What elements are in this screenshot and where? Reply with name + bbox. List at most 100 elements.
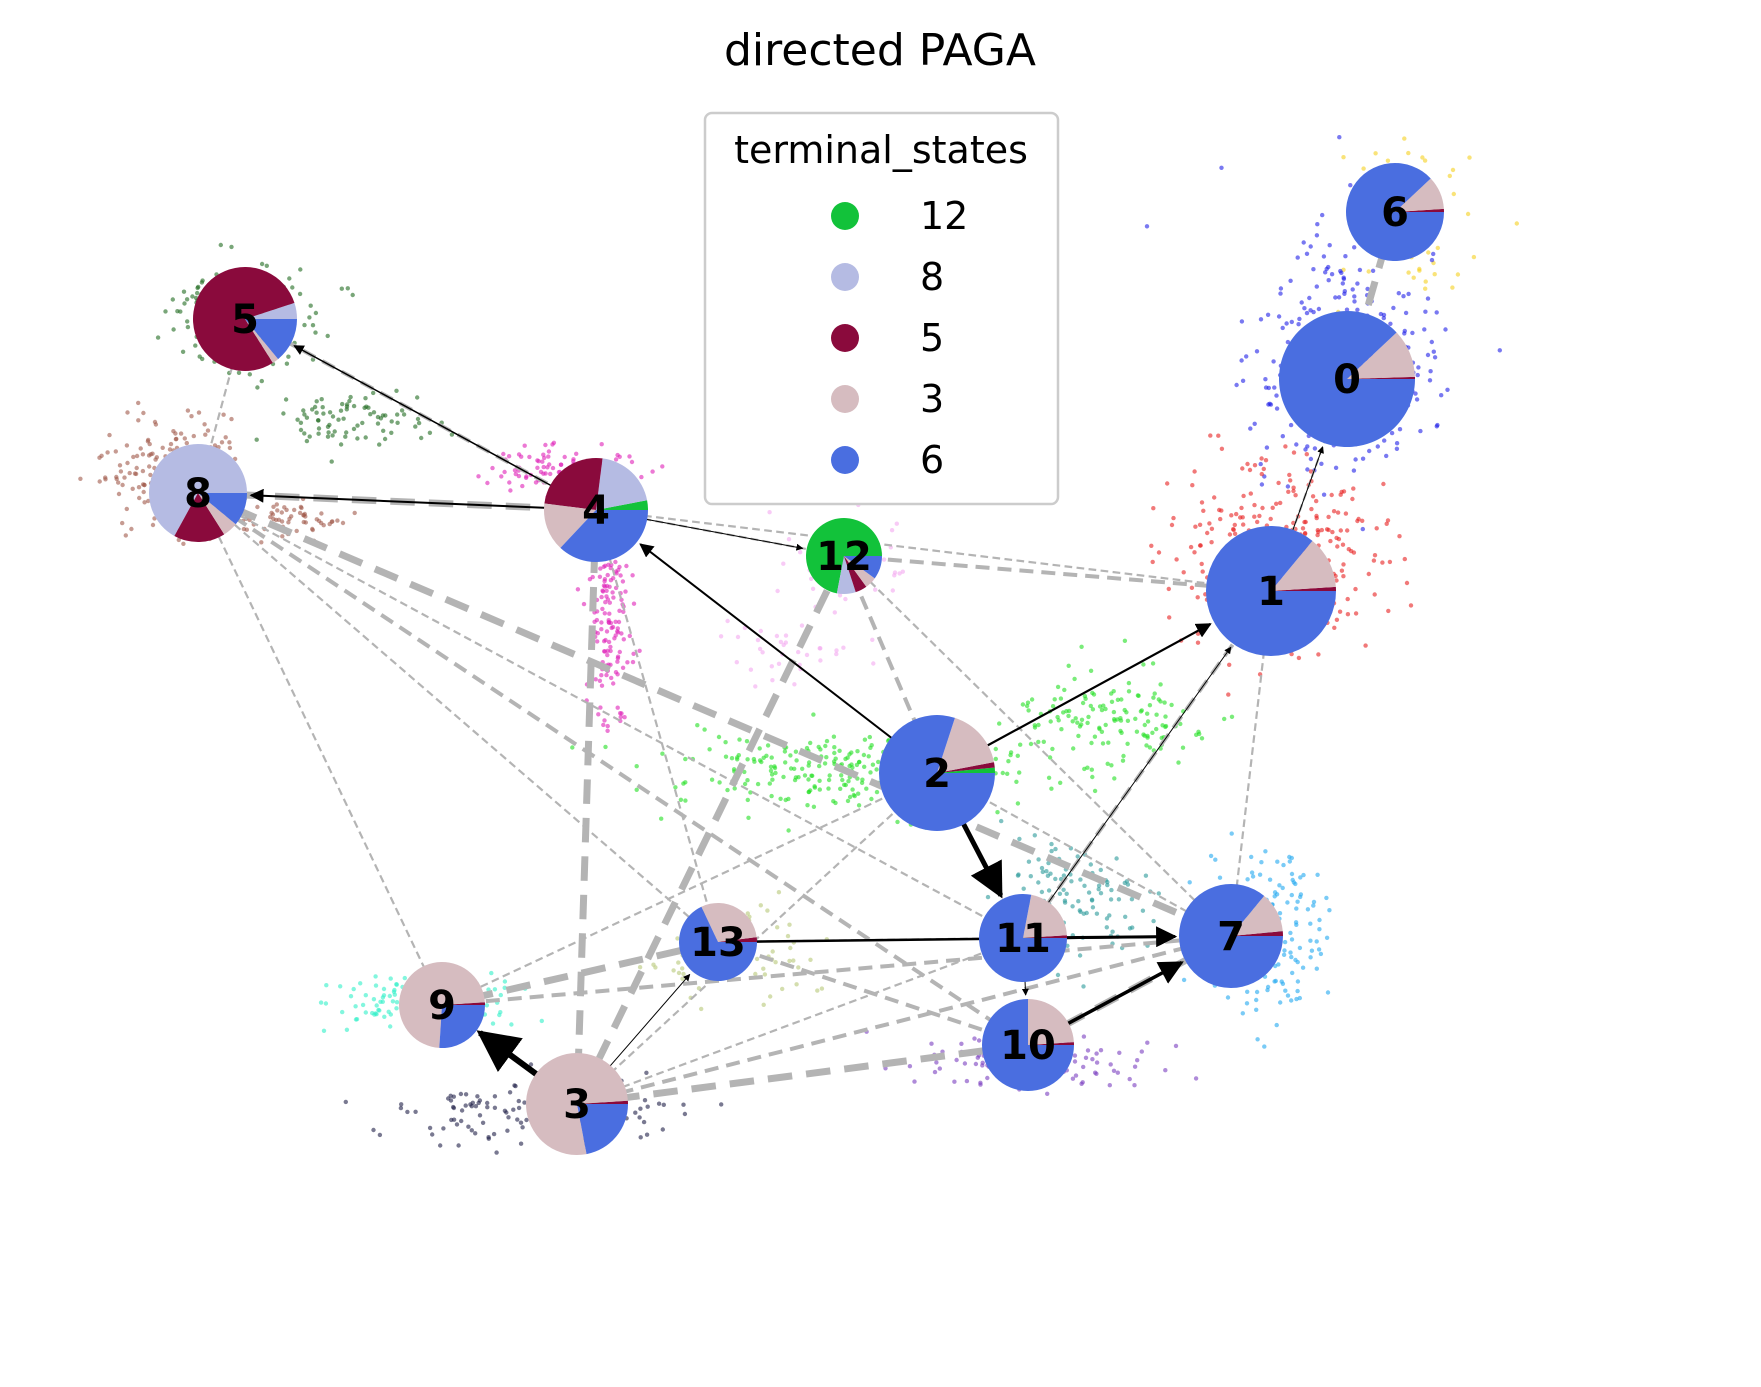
connectivity-edge-12-3	[573, 554, 848, 1106]
node-7-label: 7	[1217, 914, 1245, 960]
node-1-label: 1	[1257, 569, 1285, 615]
node-6: 6	[1346, 162, 1444, 261]
transition-arrow-11-7	[1064, 926, 1178, 948]
node-7: 7	[1179, 884, 1283, 988]
transition-arrow-11-10	[1021, 979, 1029, 996]
node-6-slice-3	[1395, 178, 1444, 212]
transition-arrow-3-9	[476, 1030, 540, 1078]
connectivity-edge-9-7	[441, 934, 1232, 1007]
node-0-slice-6	[1279, 311, 1415, 448]
connectivity-edge-2-3	[576, 772, 938, 1105]
node-8-slice-3	[198, 493, 236, 535]
node-12-slice-5	[844, 556, 867, 593]
connectivity-edge-8-10	[196, 491, 1030, 1047]
connectivity-edge-8-7	[196, 489, 1233, 940]
node-13-label: 13	[690, 920, 746, 966]
node-6-label: 6	[1381, 190, 1409, 236]
node-3-slice-3	[525, 1052, 628, 1156]
node-7-slice-5	[1231, 931, 1283, 936]
legend-label-6: 6	[920, 438, 944, 482]
node-8-slice-5	[174, 493, 225, 542]
node-3-slice-5	[577, 1100, 628, 1104]
node-0: 0	[1279, 311, 1415, 448]
node-12-slice-6	[844, 556, 882, 579]
node-12-label: 12	[816, 534, 872, 580]
connectivity-edge-0-6	[1343, 211, 1399, 380]
node-0-slice-3	[1347, 332, 1415, 379]
node-6-slice-6	[1346, 162, 1444, 261]
node-2-slice-6	[879, 714, 995, 832]
connectivity-edge-12-1	[843, 554, 1272, 593]
node-9-slice-5	[442, 1002, 485, 1005]
node-12: 12	[806, 517, 882, 594]
node-2-slice-5	[937, 762, 995, 773]
node-0-slice-5	[1347, 376, 1415, 379]
node-12-slice-8	[836, 556, 856, 594]
node-5-slice-8	[245, 302, 297, 319]
legend-marker-6	[831, 446, 859, 474]
legend-marker-3	[831, 385, 859, 413]
connectivity-edge-3-7	[576, 934, 1232, 1106]
node-13: 13	[679, 902, 757, 981]
node-8: 8	[149, 443, 247, 542]
node-5-label: 5	[231, 297, 259, 343]
transition-arrows	[249, 345, 1324, 1078]
node-3-slice-6	[577, 1104, 628, 1155]
node-10-slice-3	[1028, 999, 1074, 1045]
node-1-slice-5	[1271, 586, 1336, 591]
legend: terminal_states 12 8 5 3 6	[703, 111, 1060, 506]
connectivity-edge-8-13	[197, 492, 719, 943]
transition-arrow-11-1	[1046, 646, 1232, 905]
node-5-slice-3	[245, 319, 279, 363]
node-5: 5	[193, 267, 297, 372]
node-11-label: 11	[995, 916, 1051, 962]
transition-arrow-3-13	[608, 973, 691, 1068]
connectivity-edge-4-1	[595, 508, 1272, 593]
node-2-label: 2	[923, 751, 951, 797]
node-6-slice-5	[1395, 208, 1444, 212]
node-4-slice-5	[544, 458, 603, 510]
node-9-label: 9	[428, 983, 456, 1029]
node-3: 3	[525, 1052, 628, 1156]
connectivity-edge-12-7	[843, 555, 1232, 937]
node-11-slice-5	[1023, 935, 1067, 938]
connectivity-edge-4-3	[573, 509, 600, 1105]
connectivity-edge-3-11	[576, 936, 1024, 1106]
node-2-slice-3	[937, 717, 994, 773]
connectivity-edge-3-10	[576, 1041, 1029, 1108]
node-9-slice-3	[399, 962, 485, 1048]
connectivity-edges	[196, 211, 1399, 1108]
node-4-label: 4	[582, 488, 610, 534]
node-4-slice-8	[596, 458, 648, 510]
node-11: 11	[979, 894, 1067, 982]
node-4: 4	[544, 458, 648, 562]
transition-arrow-2-1	[984, 623, 1212, 748]
node-8-slice-8	[149, 443, 247, 536]
node-10-label: 10	[1000, 1023, 1056, 1069]
node-4-slice-6	[560, 510, 648, 562]
connectivity-edge-4-13	[594, 509, 720, 943]
node-11-slice-3	[1023, 894, 1067, 938]
node-4-slice-12	[596, 500, 648, 510]
legend-label-5: 5	[920, 316, 944, 360]
transition-arrow-2-4	[639, 543, 894, 741]
node-13-slice-5	[718, 937, 757, 942]
node-11-slice-6	[979, 894, 1067, 982]
node-12-slice-12	[806, 517, 882, 594]
legend-label-8: 8	[920, 255, 944, 299]
node-0-label: 0	[1333, 357, 1361, 403]
connectivity-edge-1-7	[1229, 590, 1273, 937]
node-5-slice-6	[245, 319, 297, 360]
connectivity-edge-8-9	[197, 492, 443, 1006]
legend-marker-8	[831, 263, 859, 291]
connectivity-edge-8-11	[197, 492, 1024, 939]
node-1-slice-6	[1206, 526, 1336, 656]
node-9: 9	[399, 962, 485, 1048]
transition-arrow-4-5	[293, 345, 553, 488]
node-13-slice-3	[701, 902, 757, 942]
node-10-slice-6	[982, 999, 1074, 1091]
node-5-slice-5	[193, 267, 295, 372]
connectivity-edge-12-2	[842, 555, 939, 774]
